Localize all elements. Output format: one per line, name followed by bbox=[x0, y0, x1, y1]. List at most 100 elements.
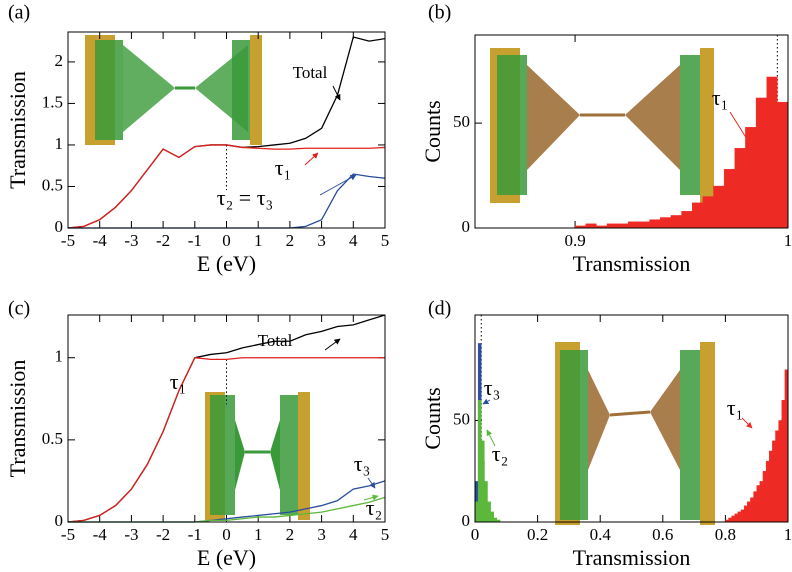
histogram-bar bbox=[762, 471, 767, 523]
label-arrow bbox=[367, 477, 376, 489]
x-tick-label: 1 bbox=[254, 525, 263, 544]
y-tick-label: 2 bbox=[55, 51, 64, 70]
x-tick-label: 0 bbox=[471, 525, 480, 544]
x-tick-label: 4 bbox=[349, 525, 358, 544]
y-tick-label: 1 bbox=[55, 134, 64, 153]
y-axis-label: Counts bbox=[420, 387, 445, 449]
histogram-bar bbox=[777, 101, 789, 229]
y-tick-label: 0.5 bbox=[42, 175, 63, 194]
histogram-bar bbox=[745, 127, 757, 229]
histogram-bar bbox=[775, 430, 779, 523]
x-tick-label: 1 bbox=[254, 231, 263, 250]
histogram-bar bbox=[781, 400, 786, 523]
y-tick-label: 50 bbox=[453, 112, 470, 131]
y-axis-label: Counts bbox=[420, 100, 445, 162]
histogram-bar bbox=[493, 517, 498, 523]
series-label: Total bbox=[258, 331, 293, 350]
label-arrow bbox=[304, 152, 319, 166]
histogram-bar bbox=[477, 400, 482, 523]
x-tick-label: 0 bbox=[222, 231, 231, 250]
x-tick-label: -2 bbox=[156, 231, 170, 250]
x-tick-label: 2 bbox=[286, 525, 295, 544]
series-label: Total bbox=[293, 63, 328, 82]
y-tick-label: 0 bbox=[462, 511, 471, 530]
label-arrow bbox=[741, 417, 753, 429]
x-tick-label: 4 bbox=[349, 231, 358, 250]
histogram-bar bbox=[585, 223, 597, 229]
panel-label: (b) bbox=[428, 2, 451, 24]
histogram-bar bbox=[649, 219, 661, 229]
series-label: τ₃ bbox=[354, 451, 371, 476]
histogram-bar bbox=[670, 215, 682, 229]
histogram-bar bbox=[723, 169, 735, 229]
histogram-bar bbox=[740, 509, 745, 523]
histogram-bar bbox=[681, 211, 693, 229]
x-tick-label: 0.2 bbox=[527, 525, 548, 544]
histogram-bar bbox=[766, 76, 778, 229]
plot-frame bbox=[67, 31, 386, 229]
histogram-bar bbox=[484, 481, 488, 523]
histogram-bar bbox=[691, 202, 704, 229]
histogram-bar bbox=[713, 185, 725, 229]
histogram-bar bbox=[617, 223, 629, 229]
series-label: τ₃ bbox=[484, 375, 501, 400]
histogram-bar bbox=[481, 440, 485, 523]
inset-c bbox=[205, 392, 310, 520]
histogram-bar bbox=[755, 97, 767, 229]
histogram-bar bbox=[753, 491, 757, 523]
x-tick-label: -1 bbox=[188, 525, 202, 544]
histogram-bar bbox=[734, 148, 746, 229]
label-arrow bbox=[363, 494, 379, 501]
x-axis-label: E (eV) bbox=[197, 545, 256, 570]
series-line bbox=[67, 357, 385, 523]
inset-a bbox=[85, 35, 262, 145]
x-tick-label: -1 bbox=[188, 231, 202, 250]
x-tick-label: 3 bbox=[317, 525, 326, 544]
series-label: τ₂ bbox=[492, 441, 509, 466]
panel-label: (a) bbox=[8, 2, 30, 24]
plot-frame bbox=[67, 314, 386, 523]
y-tick-label: 0 bbox=[462, 217, 471, 236]
histogram-bar bbox=[737, 511, 742, 523]
y-axis-label: Transmission bbox=[5, 71, 30, 189]
histogram-bar bbox=[490, 511, 494, 523]
x-tick-label: -5 bbox=[61, 231, 75, 250]
x-tick-label: 5 bbox=[381, 525, 390, 544]
x-tick-label: -3 bbox=[124, 525, 138, 544]
label-arrow bbox=[332, 85, 341, 101]
histogram-bar bbox=[747, 501, 751, 523]
x-tick-label: 0.8 bbox=[715, 525, 736, 544]
x-tick-label: -2 bbox=[156, 525, 170, 544]
series-label: τ₁ bbox=[170, 369, 187, 394]
histogram-bar bbox=[756, 485, 761, 523]
histogram-bar bbox=[769, 450, 773, 523]
x-tick-label: 1 bbox=[784, 231, 792, 250]
label-arrow bbox=[319, 174, 357, 196]
x-axis-label: E (eV) bbox=[197, 251, 256, 276]
histogram-bar bbox=[731, 515, 735, 523]
y-tick-label: 50 bbox=[453, 409, 470, 428]
x-tick-label: 2 bbox=[286, 231, 295, 250]
histogram-bar bbox=[772, 440, 776, 523]
histogram-bar bbox=[778, 420, 782, 523]
x-tick-label: 0.6 bbox=[652, 525, 673, 544]
label-arrow bbox=[482, 398, 491, 405]
plot-frame bbox=[474, 314, 789, 523]
series-label: τ₁ bbox=[712, 85, 729, 110]
series-label: τ₁ bbox=[275, 155, 292, 180]
histogram-bar bbox=[765, 460, 770, 523]
y-tick-label: 1 bbox=[55, 347, 64, 366]
x-tick-label: 5 bbox=[381, 231, 390, 250]
y-tick-label: 1.5 bbox=[42, 92, 63, 111]
histogram-bar bbox=[743, 505, 748, 523]
panel-label: (c) bbox=[8, 298, 30, 320]
x-tick-label: 0.4 bbox=[590, 525, 612, 544]
histogram-bar bbox=[628, 221, 640, 229]
x-tick-label: 0 bbox=[222, 525, 231, 544]
histogram-bar bbox=[728, 517, 732, 523]
x-tick-label: -3 bbox=[124, 231, 138, 250]
histogram-bar bbox=[702, 196, 714, 229]
label-arrow bbox=[324, 338, 341, 351]
x-tick-label: 1 bbox=[784, 525, 792, 544]
histogram-bar bbox=[660, 217, 672, 229]
